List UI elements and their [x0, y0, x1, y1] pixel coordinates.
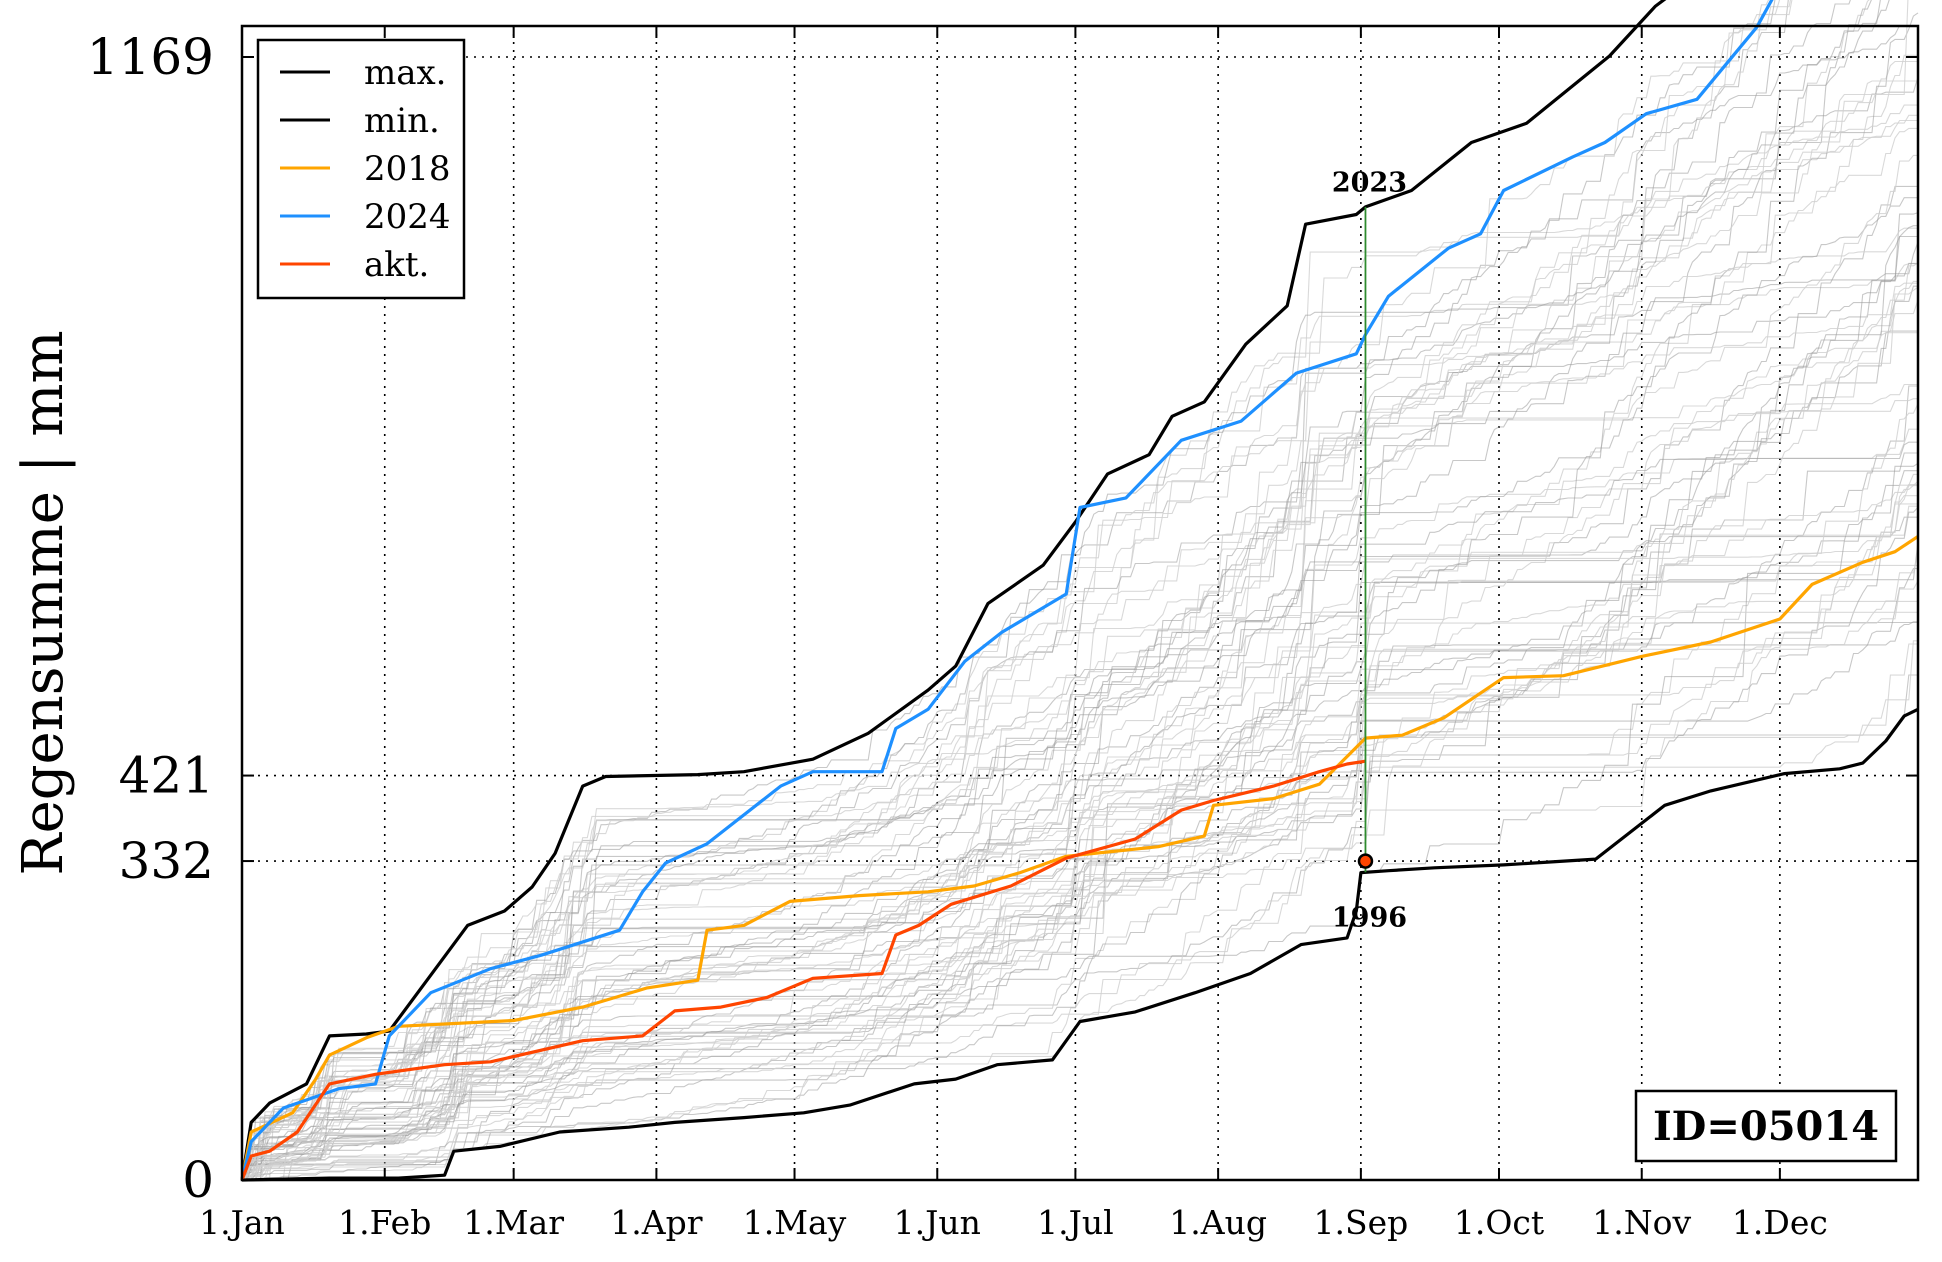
- background-year-line: [241, 282, 1918, 1181]
- x-tick-label: 1.Oct: [1454, 1203, 1544, 1242]
- legend-label: 2018: [364, 149, 451, 189]
- background-year-line: [241, 441, 1918, 1181]
- annotation-1996: 1996: [1332, 903, 1407, 934]
- background-year-line: [241, 621, 1918, 1181]
- background-year-line: [241, 114, 1918, 1181]
- series-line-max: [240, 0, 1667, 1181]
- x-tick-label: 1.Jun: [894, 1203, 981, 1242]
- annotation-layer: 2023 1996: [1332, 167, 1407, 933]
- legend-label: min.: [364, 101, 440, 141]
- y-tick-label: 1169: [87, 28, 214, 86]
- station-id-label: ID=05014: [1653, 1103, 1879, 1150]
- background-year-line: [241, 280, 1918, 1181]
- x-tick-label: 1.Dec: [1732, 1203, 1828, 1242]
- y-tick-label: 332: [119, 832, 214, 890]
- background-year-line: [241, 480, 1919, 1181]
- background-year-line: [241, 0, 1872, 1181]
- x-tick-label: 1.Aug: [1169, 1203, 1267, 1242]
- x-tick-label: 1.Jan: [199, 1203, 285, 1242]
- background-year-line: [241, 104, 1918, 1181]
- background-year-line: [241, 674, 1918, 1181]
- axis-ticks: [241, 26, 1918, 1181]
- background-year-line: [241, 197, 1918, 1181]
- background-year-line: [241, 0, 1909, 1181]
- x-tick-label: 1.Apr: [610, 1203, 702, 1242]
- background-year-line: [241, 383, 1918, 1181]
- background-year-line: [241, 516, 1918, 1181]
- background-year-line: [241, 262, 1919, 1181]
- annotation-2023: 2023: [1332, 167, 1407, 198]
- legend-label: akt.: [364, 245, 429, 285]
- background-year-line: [241, 398, 1918, 1181]
- background-year-line: [241, 235, 1918, 1181]
- background-year-line: [241, 225, 1918, 1181]
- background-year-line: [241, 54, 1918, 1181]
- station-id-box-frame: [1634, 1089, 1898, 1163]
- background-year-line: [241, 241, 1919, 1181]
- background-year-line: [241, 580, 1919, 1181]
- background-year-line: [241, 611, 1918, 1181]
- station-id-box: ID=05014: [1634, 1089, 1898, 1163]
- background-year-line: [241, 0, 1770, 1181]
- background-year-line: [241, 473, 1918, 1181]
- x-tick-label: 1.Sep: [1313, 1203, 1408, 1242]
- background-year-line: [241, 452, 1918, 1181]
- x-tick-label: 1.May: [743, 1203, 847, 1242]
- background-year-line: [241, 227, 1918, 1181]
- background-year-line: [241, 462, 1919, 1181]
- background-year-line: [241, 119, 1918, 1181]
- background-year-line: [241, 0, 1793, 1181]
- x-tick-label: 1.Feb: [338, 1203, 431, 1242]
- background-year-line: [241, 0, 1781, 1181]
- background-year-lines: [241, 0, 1919, 1181]
- y-tick-label: 421: [119, 747, 214, 805]
- background-year-line: [241, 564, 1918, 1181]
- background-year-line: [241, 0, 1881, 1181]
- series-line-min: [241, 707, 1919, 1182]
- background-year-line: [241, 60, 1918, 1181]
- legend-label: max.: [364, 53, 447, 93]
- background-year-line: [241, 299, 1919, 1181]
- background-year-line: [241, 24, 1918, 1181]
- background-year-line: [241, 505, 1918, 1181]
- background-year-line: [241, 127, 1918, 1181]
- y-tick-labels: 0 332 421 1169: [87, 28, 214, 1209]
- background-year-line: [241, 12, 1919, 1181]
- background-year-line: [241, 154, 1918, 1181]
- legend: max. min. 2018 2024 akt.: [256, 38, 466, 300]
- background-year-line: [241, 552, 1919, 1181]
- y-tick-label: 0: [182, 1151, 214, 1209]
- background-year-line: [241, 0, 1789, 1181]
- series-line-2024: [240, 0, 1774, 1181]
- series-layer: [240, 0, 1919, 1182]
- background-year-line: [241, 332, 1918, 1181]
- series-line-akt: [240, 759, 1366, 1181]
- current-value-marker: [1357, 853, 1374, 869]
- background-year-line: [241, 80, 1918, 1181]
- y-axis-title: Regensumme | mm: [11, 330, 76, 875]
- background-year-line: [241, 286, 1919, 1181]
- plot-frame: [240, 24, 1920, 1182]
- x-tick-label: 1.Nov: [1592, 1203, 1691, 1242]
- background-year-line: [241, 621, 1918, 1181]
- background-year-line: [241, 640, 1918, 1181]
- background-year-line: [241, 600, 1918, 1181]
- background-year-line: [241, 484, 1918, 1181]
- x-tick-label: 1.Jul: [1037, 1203, 1114, 1242]
- background-year-line: [241, 330, 1918, 1181]
- x-tick-labels: 1.Jan 1.Feb 1.Mar 1.Apr 1.May 1.Jun 1.Jul 1.Aug…: [199, 1203, 1828, 1242]
- background-year-line: [241, 263, 1918, 1181]
- x-tick-label: 1.Mar: [463, 1203, 564, 1242]
- legend-label: 2024: [364, 197, 451, 237]
- background-year-line: [241, 503, 1918, 1181]
- background-year-line: [241, 0, 1776, 1181]
